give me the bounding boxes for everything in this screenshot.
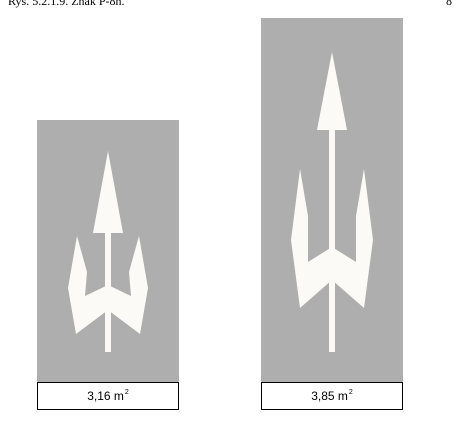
- road-marking-sign-small: [37, 120, 179, 382]
- arrow-marking-small: [68, 151, 148, 352]
- area-value-small: 3,16 m: [87, 389, 124, 403]
- chevron-left: [291, 169, 332, 308]
- arrow-shaft: [329, 124, 335, 352]
- arrow-marking-large: [291, 52, 373, 352]
- arrow-head: [93, 151, 123, 233]
- area-exponent-large: 2: [348, 389, 353, 396]
- area-value-large: 3,85 m: [311, 389, 348, 403]
- page-number: 8: [446, 0, 452, 8]
- chevron-right: [332, 169, 373, 308]
- chevron-left: [68, 236, 108, 334]
- area-exponent-small: 2: [124, 389, 129, 396]
- area-label-large: 3,85 m2: [261, 382, 403, 410]
- arrow-head: [317, 52, 347, 130]
- area-label-small: 3,16 m2: [37, 382, 179, 410]
- chevron-right: [108, 236, 148, 334]
- road-marking-sign-large: [261, 18, 403, 382]
- figure-caption: Rys. 5.2.1.9. Znak P-8h.: [8, 0, 125, 8]
